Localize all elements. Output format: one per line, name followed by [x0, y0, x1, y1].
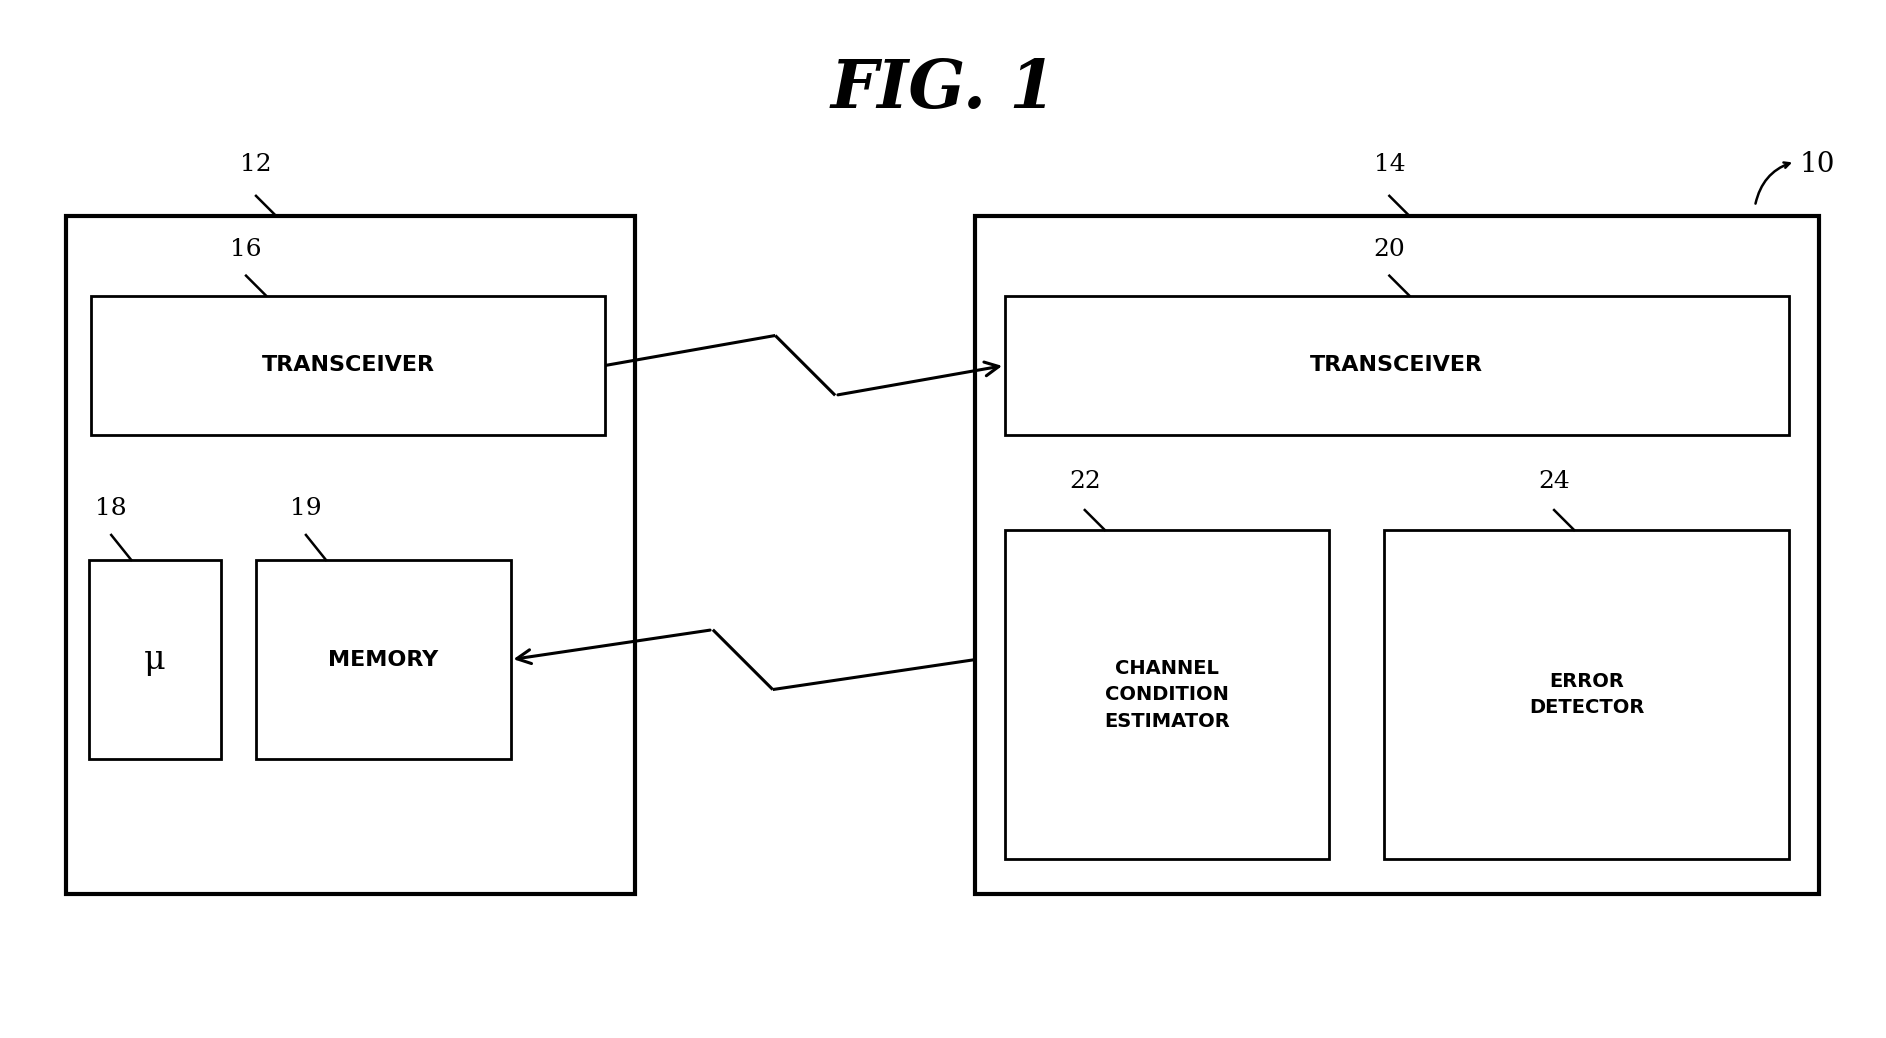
Bar	[1384, 530, 1788, 859]
Text: TRANSCEIVER: TRANSCEIVER	[262, 355, 436, 376]
Text: ERROR
DETECTOR: ERROR DETECTOR	[1530, 672, 1645, 717]
Text: 16: 16	[230, 238, 262, 261]
Bar	[89, 559, 221, 760]
Bar	[1005, 530, 1330, 859]
Text: 10: 10	[1799, 152, 1835, 179]
Bar	[975, 216, 1818, 894]
Text: MEMORY: MEMORY	[328, 650, 438, 670]
Text: 19: 19	[290, 497, 323, 520]
Text: 12: 12	[240, 153, 272, 175]
Text: 18: 18	[96, 497, 126, 520]
Bar	[66, 216, 636, 894]
Text: μ: μ	[145, 644, 166, 676]
Bar	[256, 559, 511, 760]
Bar	[1005, 296, 1788, 435]
Text: FIG. 1: FIG. 1	[830, 57, 1056, 121]
Text: CHANNEL
CONDITION
ESTIMATOR: CHANNEL CONDITION ESTIMATOR	[1105, 658, 1230, 731]
Text: 20: 20	[1373, 238, 1405, 261]
Text: 24: 24	[1539, 470, 1569, 493]
Bar	[91, 296, 605, 435]
Text: 14: 14	[1373, 153, 1405, 175]
Text: 22: 22	[1069, 470, 1101, 493]
Text: TRANSCEIVER: TRANSCEIVER	[1311, 355, 1482, 376]
